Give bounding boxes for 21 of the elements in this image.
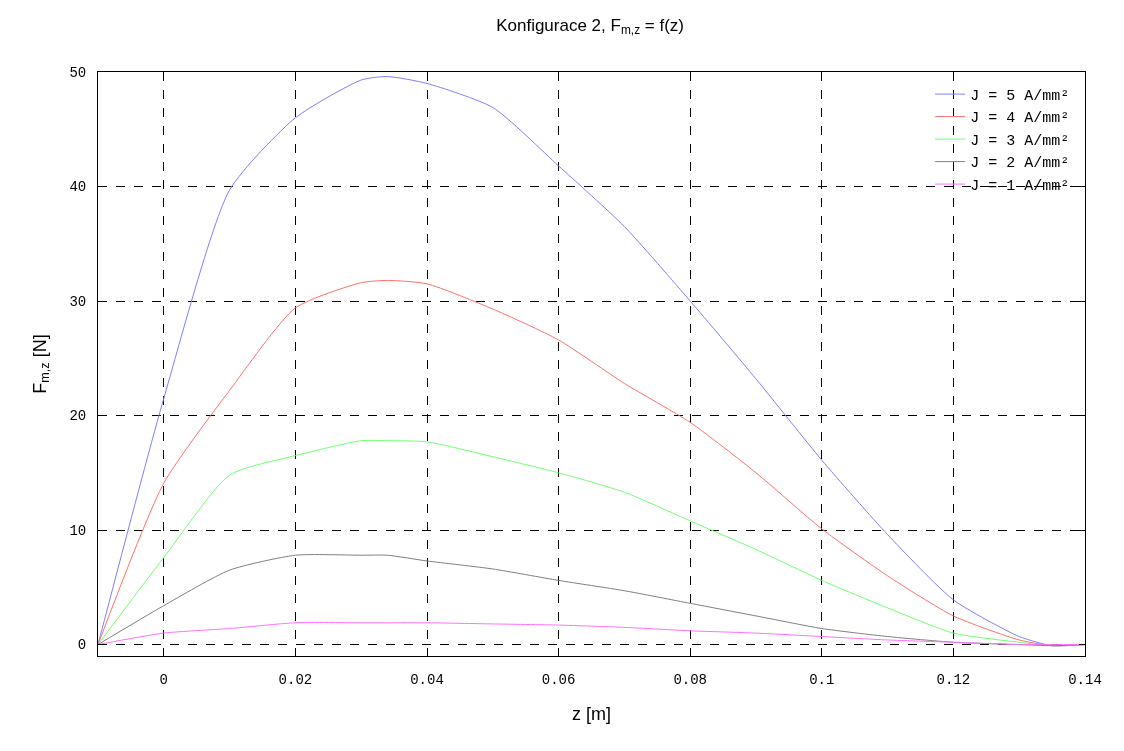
y-tick-label: 20 — [69, 408, 87, 425]
x-tick-label: 0.1 — [809, 671, 835, 688]
y-tick-label: 30 — [69, 293, 87, 310]
legend-label: J = 3 A/mm² — [970, 132, 1070, 150]
y-tick-label: 10 — [69, 522, 87, 539]
legend-label: J = 5 A/mm² — [970, 87, 1070, 105]
x-tick-label: 0.04 — [410, 671, 444, 688]
x-tick-label: 0.14 — [1068, 671, 1102, 688]
x-tick-label: 0.06 — [541, 671, 576, 688]
y-tick-label: 50 — [69, 64, 87, 81]
y-tick-label: 40 — [69, 179, 87, 196]
y-tick-label: 0 — [77, 637, 87, 654]
chart-title: Konfigurace 2, F$_{m,z}$ = f(z) — [496, 15, 685, 38]
x-tick-label: 0.12 — [936, 671, 971, 688]
x-tick-label: 0 — [159, 671, 168, 688]
legend-label: J = 2 A/mm² — [970, 155, 1070, 173]
x-axis-title: z [m] — [572, 703, 611, 724]
legend-label: J = 4 A/mm² — [970, 110, 1070, 128]
x-tick-label: 0.08 — [673, 671, 707, 688]
x-tick-label: 0.02 — [278, 671, 313, 688]
legend-label: J = 1 A/mm² — [970, 177, 1070, 195]
